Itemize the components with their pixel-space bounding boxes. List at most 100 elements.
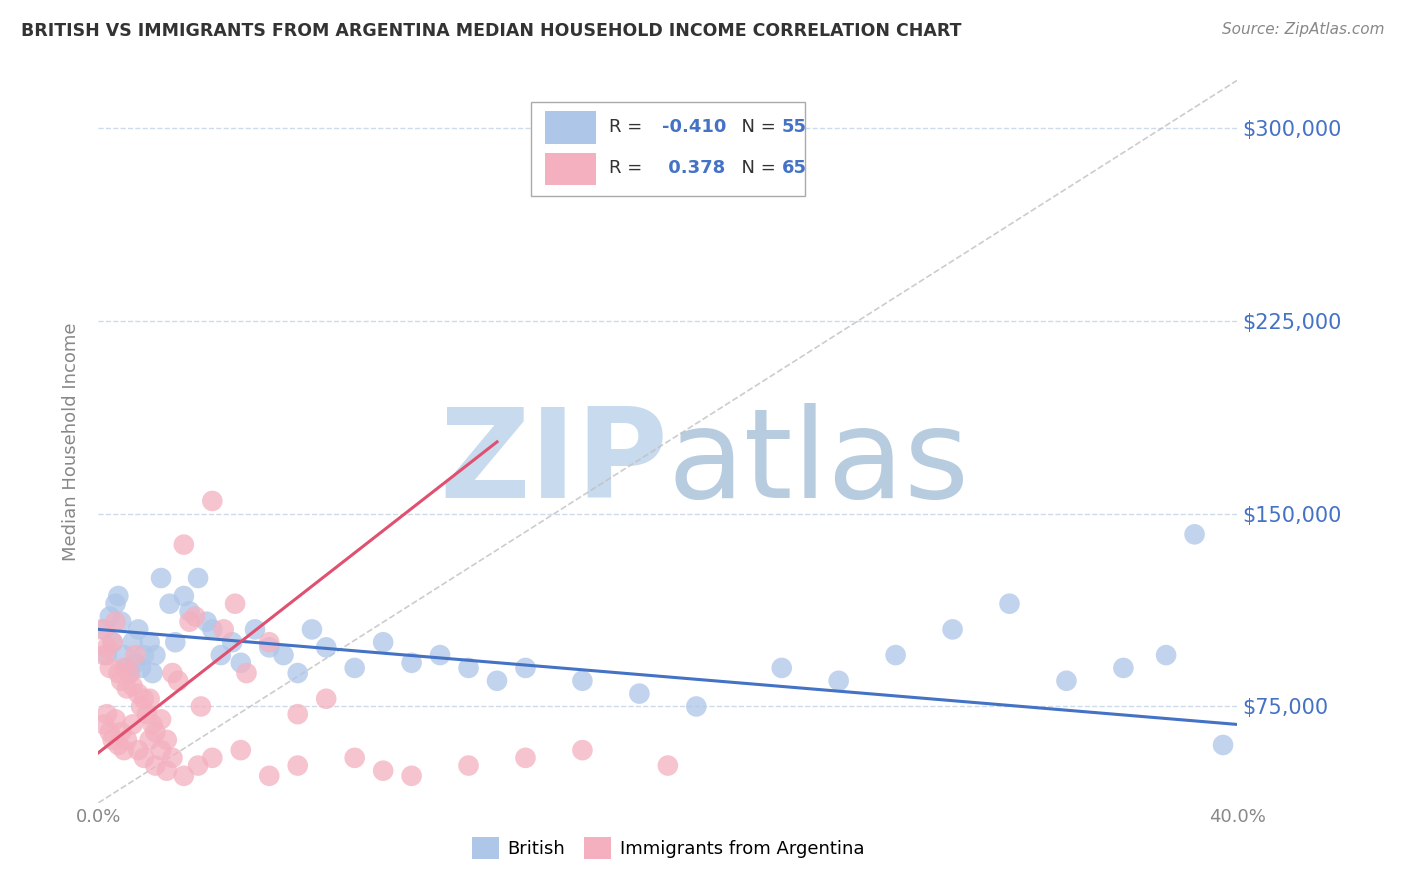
Point <box>201 623 224 637</box>
Point <box>1212 738 1234 752</box>
Point <box>229 743 252 757</box>
Point <box>201 751 224 765</box>
Point <box>98 661 121 675</box>
Point <box>259 640 281 655</box>
Legend: British, Immigrants from Argentina: British, Immigrants from Argentina <box>464 830 872 866</box>
Point <box>110 725 132 739</box>
Point <box>104 712 127 726</box>
Text: 55: 55 <box>782 119 807 136</box>
Point <box>1112 661 1135 675</box>
Point <box>129 699 152 714</box>
Point <box>101 732 124 747</box>
Point <box>127 743 149 757</box>
Point <box>301 623 323 637</box>
Point <box>243 623 266 637</box>
Point <box>98 609 121 624</box>
Point <box>201 494 224 508</box>
Point <box>150 743 173 757</box>
Text: -0.410: -0.410 <box>662 119 727 136</box>
Point <box>212 623 235 637</box>
Point <box>685 699 707 714</box>
Point <box>96 648 118 662</box>
Point <box>1184 527 1206 541</box>
Point <box>96 640 118 655</box>
FancyBboxPatch shape <box>531 102 804 196</box>
Point <box>571 743 593 757</box>
Text: R =: R = <box>609 160 648 178</box>
Point <box>138 691 160 706</box>
Point <box>127 623 149 637</box>
Point <box>104 597 127 611</box>
Point <box>221 635 243 649</box>
Point <box>150 571 173 585</box>
Point <box>115 681 138 696</box>
Bar <box>546 112 596 144</box>
Point <box>101 635 124 649</box>
Point <box>156 764 179 778</box>
Point <box>107 589 129 603</box>
Point <box>229 656 252 670</box>
Point <box>628 687 651 701</box>
Point <box>429 648 451 662</box>
Point <box>235 666 257 681</box>
Point <box>101 635 124 649</box>
Text: 0.378: 0.378 <box>662 160 725 178</box>
Point <box>110 673 132 688</box>
Point <box>132 751 155 765</box>
Point <box>90 623 112 637</box>
Text: 65: 65 <box>782 160 807 178</box>
Point <box>173 589 195 603</box>
Point <box>132 691 155 706</box>
Point <box>224 597 246 611</box>
Point <box>315 691 337 706</box>
Point <box>124 648 146 662</box>
Point <box>156 732 179 747</box>
Point <box>167 673 190 688</box>
Point <box>127 687 149 701</box>
Point <box>373 635 395 649</box>
Point <box>571 673 593 688</box>
Point <box>124 656 146 670</box>
Point <box>190 699 212 714</box>
Bar <box>546 153 596 185</box>
Point <box>145 758 167 772</box>
Point <box>93 717 115 731</box>
Point <box>401 656 423 670</box>
Point <box>259 635 281 649</box>
Point <box>165 635 187 649</box>
Point <box>343 661 366 675</box>
Point <box>98 725 121 739</box>
Point <box>110 615 132 629</box>
Point <box>259 769 281 783</box>
Point <box>287 707 309 722</box>
Point <box>1056 673 1078 688</box>
Point <box>121 717 143 731</box>
Point <box>195 615 218 629</box>
Text: R =: R = <box>609 119 648 136</box>
Point <box>112 661 135 675</box>
Point <box>343 751 366 765</box>
Point <box>112 648 135 662</box>
Point <box>457 758 479 772</box>
Text: ZIP: ZIP <box>439 402 668 524</box>
Point <box>770 661 793 675</box>
Point <box>150 712 173 726</box>
Point <box>145 725 167 739</box>
Point <box>273 648 295 662</box>
Point <box>486 673 509 688</box>
Point <box>457 661 479 675</box>
Text: N =: N = <box>731 119 782 136</box>
Text: BRITISH VS IMMIGRANTS FROM ARGENTINA MEDIAN HOUSEHOLD INCOME CORRELATION CHART: BRITISH VS IMMIGRANTS FROM ARGENTINA MED… <box>21 22 962 40</box>
Point <box>401 769 423 783</box>
Point <box>96 707 118 722</box>
Point <box>93 623 115 637</box>
Point <box>287 666 309 681</box>
Point <box>118 666 141 681</box>
Point <box>315 640 337 655</box>
Y-axis label: Median Household Income: Median Household Income <box>62 322 80 561</box>
Point <box>209 648 232 662</box>
Point <box>179 615 201 629</box>
Point <box>828 673 851 688</box>
Point <box>138 732 160 747</box>
Point <box>107 666 129 681</box>
